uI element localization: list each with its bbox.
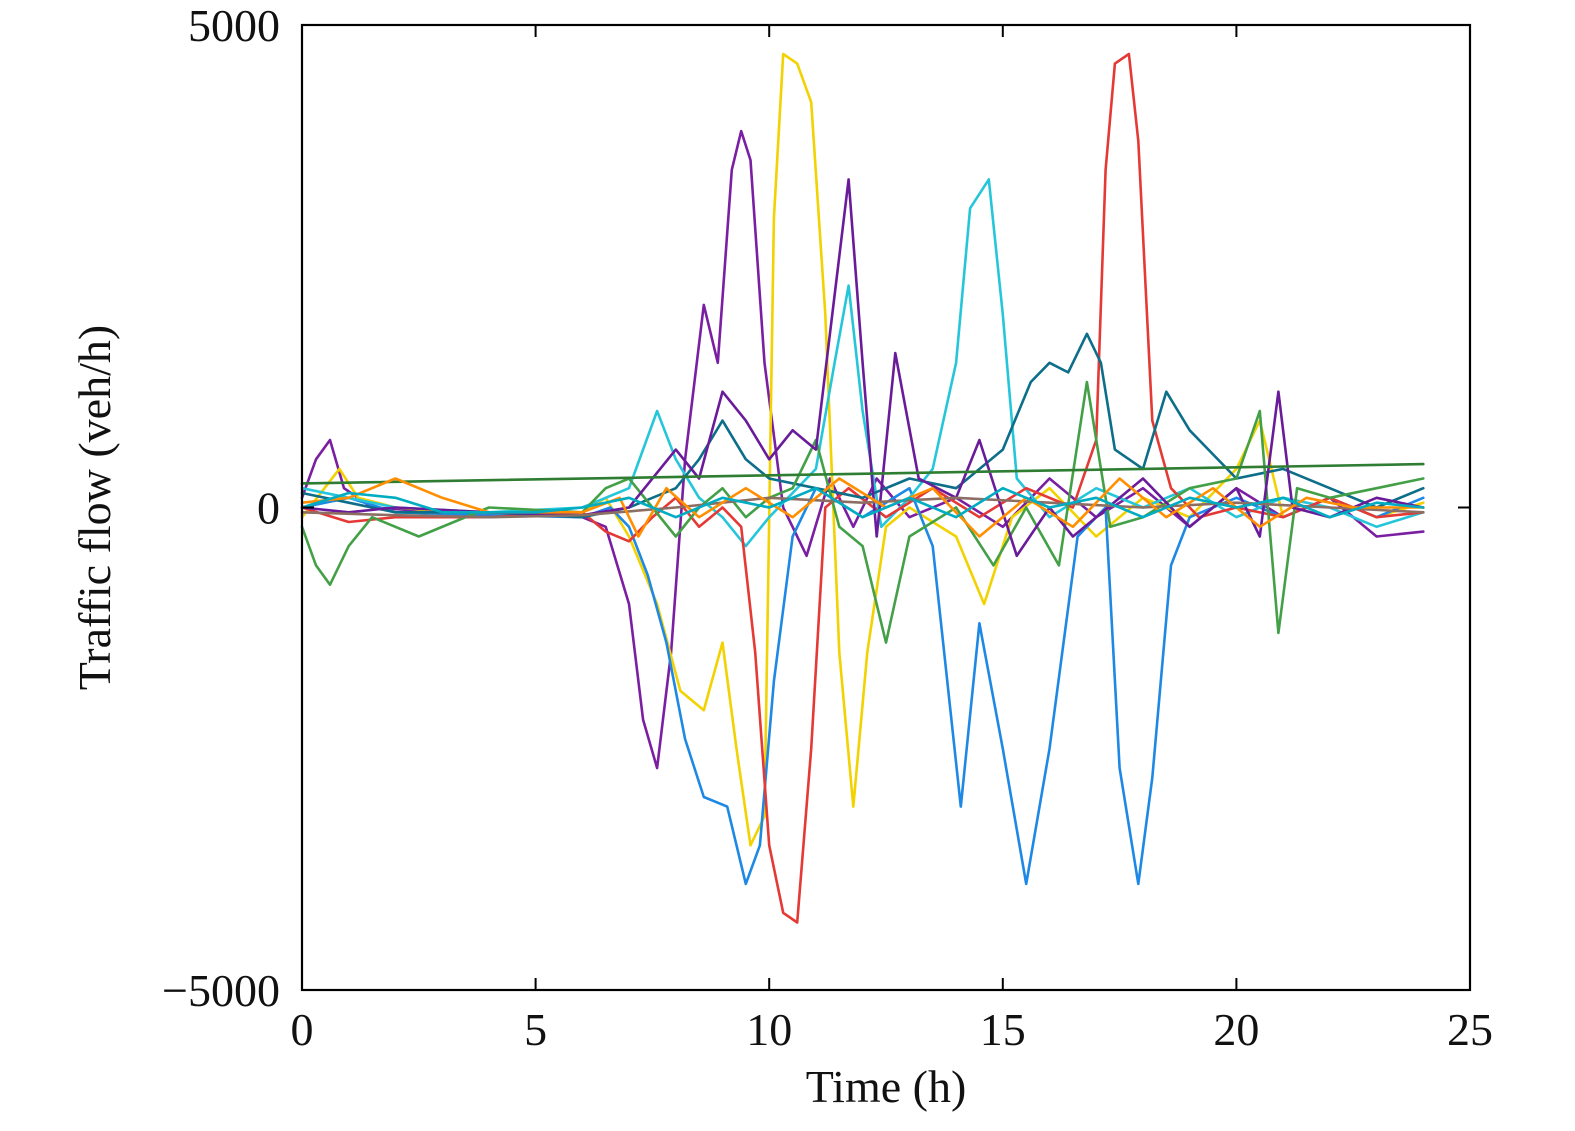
x-tick-label: 20 xyxy=(1213,1004,1259,1055)
x-tick-label: 15 xyxy=(980,1004,1026,1055)
series-line-4 xyxy=(300,178,1425,548)
y-tick-label: 5000 xyxy=(188,0,280,51)
y-tick-label: −5000 xyxy=(162,965,280,1016)
series-line-12 xyxy=(300,486,1425,519)
series-line-5 xyxy=(300,52,1425,924)
series-line-7 xyxy=(300,380,1425,644)
x-axis-label: Time (h) xyxy=(806,1061,967,1112)
series-line-9 xyxy=(300,462,1425,485)
series-line-3 xyxy=(300,486,1425,886)
series-layer xyxy=(300,52,1425,924)
x-tick-label: 5 xyxy=(524,1004,547,1055)
series-line-10 xyxy=(300,496,1425,519)
series-line-2 xyxy=(300,52,1425,847)
x-tick-label: 25 xyxy=(1447,1004,1493,1055)
x-tick-label: 0 xyxy=(291,1004,314,1055)
y-tick-label: 0 xyxy=(257,483,280,534)
x-tick-label: 10 xyxy=(746,1004,792,1055)
series-line-1 xyxy=(300,129,1425,770)
y-axis-label: Traffic flow (veh/h) xyxy=(69,325,120,690)
